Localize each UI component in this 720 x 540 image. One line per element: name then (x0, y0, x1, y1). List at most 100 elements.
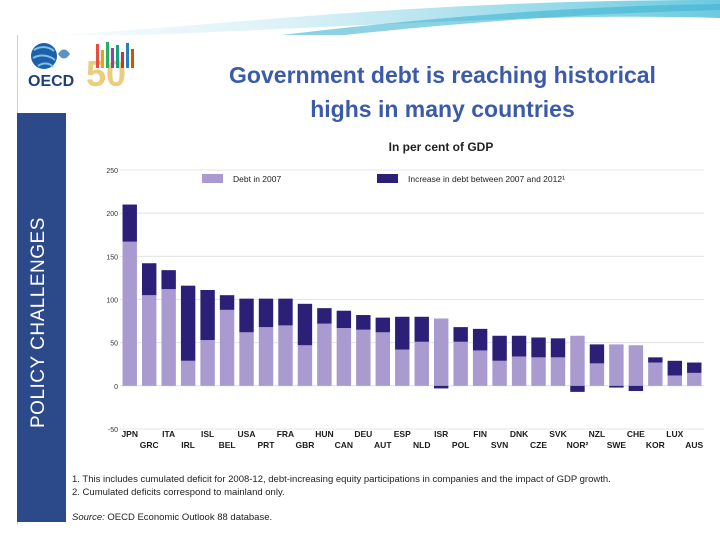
bar-debt-2007-SVN (492, 360, 507, 386)
legend-swatch-debt-2007 (202, 174, 223, 183)
bar-debt-2007-AUS (687, 372, 702, 386)
legend-swatch-increase (377, 174, 398, 183)
bar-debt-2007-CAN (336, 327, 352, 386)
bar-debt-2007-SVK (550, 357, 566, 386)
bar-increase-DEU (356, 315, 371, 330)
source-note: Source: OECD Economic Outlook 88 databas… (72, 512, 272, 523)
y-tick-label: 200 (106, 211, 118, 218)
x-tick-label: NZL (589, 429, 606, 439)
bar-increase-ESP (395, 316, 410, 350)
bar-increase-SWE (609, 385, 624, 388)
x-tick-label: CHE (627, 429, 645, 439)
bar-increase-POL (453, 327, 468, 342)
y-tick-label: 150 (106, 254, 118, 261)
bar-debt-2007-IRL (180, 360, 196, 386)
sidebar-label: POLICY CHALLENGES (28, 217, 49, 428)
title-line-1: Government debt is reaching historical (229, 62, 656, 88)
bar-increase-CHE (628, 385, 644, 392)
x-tick-label: NOR² (567, 440, 589, 449)
bar-increase-PRT (258, 298, 274, 328)
bar-increase-GRC (141, 263, 157, 296)
title-line-2: highs in many countries (310, 96, 575, 122)
x-tick-label: IRL (181, 440, 195, 449)
bar-debt-2007-FIN (472, 350, 488, 386)
x-tick-label: POL (452, 440, 469, 449)
x-tick-label: DNK (510, 429, 529, 439)
bar-increase-JPN (122, 204, 137, 242)
bar-debt-2007-NOR (570, 335, 585, 386)
bar-debt-2007-NLD (414, 341, 429, 386)
x-tick-label: GRC (140, 440, 159, 449)
bar-debt-2007-KOR (648, 362, 663, 386)
x-tick-label: ISL (201, 429, 214, 439)
bar-increase-SVN (492, 335, 507, 361)
oecd-50-logo: OECD 50 (28, 42, 134, 92)
bar-debt-2007-DEU (356, 329, 371, 386)
bar-increase-FRA (278, 298, 293, 326)
source-text: OECD Economic Outlook 88 database. (104, 512, 273, 523)
bar-increase-FIN (472, 328, 488, 351)
bar-increase-IRL (180, 285, 196, 361)
source-label: Source: (72, 512, 105, 523)
sidebar-band (17, 113, 66, 522)
bar-increase-USA (239, 298, 254, 333)
bar-debt-2007-NZL (589, 363, 605, 386)
bar-debt-2007-AUT (375, 332, 391, 386)
y-tick-label: 250 (106, 168, 118, 175)
bar-increase-CAN (336, 310, 352, 328)
bar-increase-AUT (375, 317, 391, 333)
x-tick-label: USA (238, 429, 256, 439)
x-tick-label: LUX (666, 429, 683, 439)
bar-debt-2007-POL (453, 341, 468, 386)
bar-debt-2007-BEL (219, 309, 235, 386)
bar-increase-NOR (570, 385, 585, 392)
bar-increase-ISL (200, 290, 215, 341)
x-tick-label: SWE (607, 440, 627, 449)
bar-debt-2007-ITA (161, 289, 176, 386)
x-tick-label: BEL (219, 440, 236, 449)
y-tick-label: 0 (114, 384, 118, 391)
bar-increase-AUS (687, 362, 702, 373)
bar-increase-NLD (414, 316, 429, 342)
logo-text: OECD (28, 73, 74, 90)
bar-debt-2007-FRA (278, 325, 293, 386)
x-tick-label: ITA (162, 429, 175, 439)
x-tick-label: AUT (374, 440, 392, 449)
legend-label-increase: Increase in debt between 2007 and 2012¹ (408, 174, 565, 184)
logo-color-bars (96, 42, 134, 68)
bar-debt-2007-ESP (395, 349, 410, 386)
x-tick-label: SVN (491, 440, 508, 449)
bar-debt-2007-LUX (667, 375, 683, 386)
bar-debt-2007-GBR (297, 345, 313, 386)
bar-increase-ISR (433, 385, 449, 389)
x-tick-label: FIN (473, 429, 487, 439)
bar-increase-KOR (648, 357, 663, 363)
x-tick-label: AUS (685, 440, 703, 449)
y-tick-label: 100 (106, 298, 118, 305)
chart-title: In per cent of GDP (389, 140, 494, 154)
x-tick-label: HUN (315, 429, 333, 439)
x-tick-label: ISR (434, 429, 448, 439)
bar-debt-2007-GRC (141, 295, 157, 386)
page-title: Government debt is reaching historical h… (180, 58, 705, 126)
bar-debt-2007-USA (239, 332, 254, 386)
bar-debt-2007-ISL (200, 340, 215, 386)
y-tick-label: 50 (110, 341, 118, 348)
debt-bar-chart: In per cent of GDP -50 0 50 100 150 200 250 Debt… (106, 140, 704, 449)
bar-increase-HUN (317, 308, 332, 324)
x-tick-label: ESP (394, 429, 411, 439)
bar-debt-2007-JPN (122, 241, 137, 386)
bar-debt-2007-SWE (609, 344, 624, 386)
x-tick-label: KOR (646, 440, 665, 449)
x-tick-label: DEU (354, 429, 372, 439)
x-tick-label: NLD (413, 440, 430, 449)
bar-debt-2007-ISR (433, 318, 449, 386)
x-tick-label: CZE (530, 440, 547, 449)
x-tick-label: SVK (549, 429, 567, 439)
bar-increase-GBR (297, 303, 313, 346)
bar-increase-CZE (531, 337, 546, 358)
x-tick-label: FRA (277, 429, 294, 439)
bar-debt-2007-HUN (317, 323, 332, 386)
x-tick-label: JPN (121, 429, 138, 439)
top-wave-decoration (0, 0, 720, 40)
